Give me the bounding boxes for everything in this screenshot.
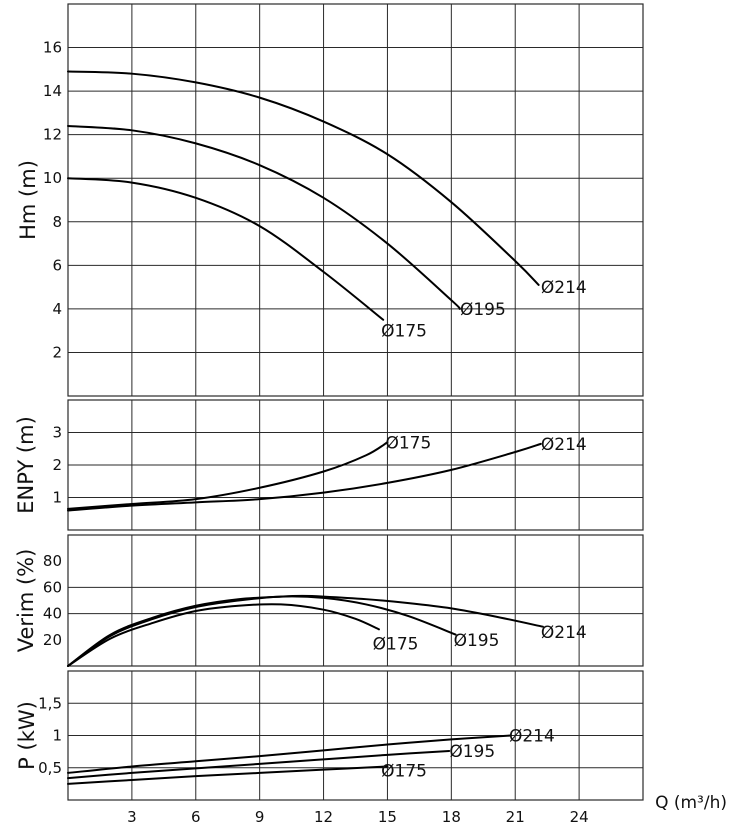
curve-efficiency-175 — [67, 603, 380, 667]
y-tick-label: 16 — [43, 39, 62, 57]
curve-power-214 — [67, 734, 512, 774]
x-tick-label: 9 — [255, 808, 265, 826]
x-tick-label: 18 — [442, 808, 461, 826]
y-tick-label: 6 — [52, 256, 62, 274]
y-tick-label: 20 — [43, 631, 62, 649]
x-axis-label: Q (m³/h) — [655, 793, 727, 813]
curve-label: Ø175 — [373, 635, 419, 655]
y-tick-label: 60 — [43, 578, 62, 596]
curve-label: Ø195 — [460, 300, 506, 320]
curve-label: Ø214 — [541, 278, 587, 298]
y-tick-label: 80 — [43, 552, 62, 570]
curve-label: Ø214 — [541, 435, 587, 455]
y-tick-label: 2 — [52, 343, 62, 361]
y-tick-label: 2 — [52, 456, 62, 474]
curve-npsh-214 — [67, 442, 542, 512]
curve-label: Ø214 — [509, 727, 555, 747]
y-axis-label: ENPY (m) — [14, 416, 38, 514]
panel-npsh: 1 2 3 ENPY (m) Ø175 Ø214 — [14, 399, 644, 531]
curve-label: Ø214 — [541, 623, 587, 643]
curve-label: Ø175 — [385, 433, 431, 453]
y-tick-label: 1 — [52, 727, 62, 745]
panel-head: 2 4 6 8 10 12 14 16 Hm (m) Ø214 Ø195 Ø175 — [16, 3, 644, 397]
y-tick-label: 3 — [52, 424, 62, 442]
curve-power-195 — [67, 749, 451, 780]
x-tick-label: 12 — [314, 808, 333, 826]
curve-label: Ø195 — [454, 631, 500, 651]
y-tick-label: 40 — [43, 605, 62, 623]
y-tick-label: 14 — [43, 82, 62, 100]
curve-npsh-175 — [67, 441, 389, 510]
curve-label: Ø175 — [381, 322, 427, 342]
y-axis-label: Verim (%) — [14, 549, 38, 653]
x-tick-label: 21 — [506, 808, 525, 826]
curve-head-214 — [67, 70, 540, 286]
panel-frame — [67, 3, 644, 397]
panel-power: 0,5 1 1,5P (kW) 3 6 9 12 15 18 21 24 Q (m³/h) Ø214 Ø1… — [15, 670, 727, 826]
panel-efficiency: 20 40 60 80 Verim (%) Ø214 Ø195 Ø175 — [14, 534, 644, 667]
x-tick-label: 3 — [127, 808, 137, 826]
y-tick-label: 0,5 — [38, 759, 62, 777]
y-axis-label: P (kW) — [15, 701, 39, 770]
y-tick-label: 1 — [52, 489, 62, 507]
curve-efficiency-195 — [67, 595, 457, 667]
y-tick-label: 8 — [52, 213, 62, 231]
y-tick-label: 10 — [43, 169, 62, 187]
curve-label: Ø175 — [381, 761, 427, 781]
panel-frame — [67, 670, 644, 801]
curve-head-195 — [67, 124, 461, 310]
x-tick-label: 15 — [378, 808, 397, 826]
y-axis-label: Hm (m) — [16, 160, 40, 240]
curve-head-175 — [67, 177, 385, 321]
x-tick-label: 6 — [191, 808, 201, 826]
curve-power-175 — [67, 765, 389, 785]
panel-frame — [67, 534, 644, 667]
y-tick-label: 4 — [52, 300, 62, 318]
y-tick-label: 12 — [43, 126, 62, 144]
x-tick-label: 24 — [570, 808, 589, 826]
curve-label: Ø195 — [449, 742, 495, 762]
y-tick-label: 1,5 — [38, 694, 62, 712]
panel-frame — [67, 399, 644, 531]
